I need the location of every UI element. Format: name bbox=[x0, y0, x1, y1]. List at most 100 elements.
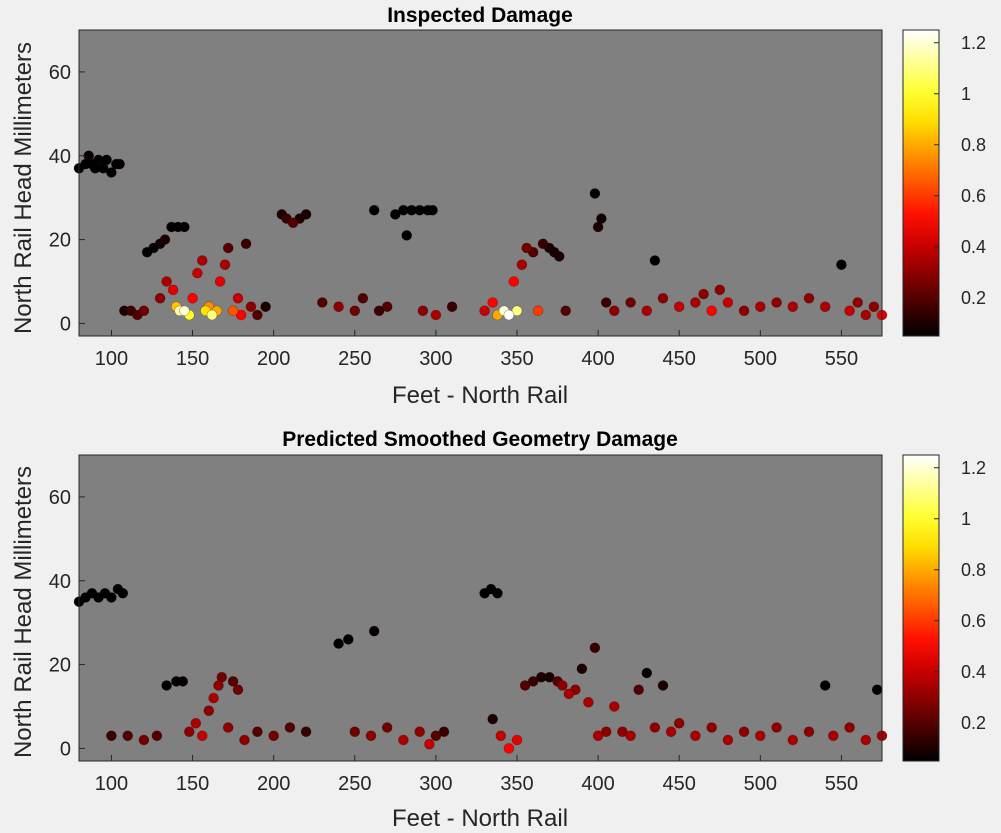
data-point bbox=[532, 305, 544, 317]
data-point bbox=[106, 167, 117, 178]
data-point bbox=[583, 696, 594, 708]
data-point bbox=[503, 743, 515, 754]
data-point bbox=[819, 680, 831, 691]
data-point bbox=[177, 676, 189, 687]
data-point bbox=[214, 276, 226, 287]
colorbar-tick-label: 1.2 bbox=[961, 458, 986, 478]
data-point bbox=[252, 309, 263, 321]
data-point bbox=[389, 209, 401, 220]
x-ticks: 100 150 200 250 300 350 400 450 500 550 bbox=[95, 755, 858, 795]
predicted-damage-chart: Predicted Smoothed Geometry Damage 100 15… bbox=[10, 428, 986, 832]
data-point bbox=[414, 726, 426, 738]
data-point bbox=[422, 204, 434, 216]
data-point bbox=[349, 726, 361, 738]
colorbar-tick-label: 0.4 bbox=[961, 237, 986, 257]
colorbar-tick-label: 1 bbox=[961, 509, 971, 529]
data-point bbox=[93, 154, 104, 166]
data-point bbox=[154, 292, 166, 304]
x-tick-label: 250 bbox=[338, 348, 371, 370]
data-point bbox=[560, 305, 572, 317]
data-point bbox=[190, 717, 202, 729]
data-point bbox=[197, 730, 208, 742]
data-point bbox=[860, 734, 872, 746]
y-tick-label: 40 bbox=[49, 571, 71, 593]
colorbar-tick-label: 0.6 bbox=[961, 186, 986, 206]
colorbar-tick-label: 0.8 bbox=[961, 560, 986, 580]
x-tick-label: 450 bbox=[663, 773, 696, 795]
x-tick-label: 300 bbox=[419, 348, 452, 370]
data-point bbox=[161, 276, 172, 287]
data-point bbox=[495, 730, 507, 742]
data-point bbox=[179, 221, 190, 233]
data-point bbox=[368, 625, 380, 637]
plot-background bbox=[79, 455, 882, 761]
data-point bbox=[625, 730, 636, 742]
data-point bbox=[503, 309, 515, 321]
data-point bbox=[511, 305, 523, 317]
data-point bbox=[673, 301, 685, 313]
data-point bbox=[868, 301, 880, 313]
x-tick-label: 150 bbox=[176, 348, 209, 370]
data-point bbox=[167, 284, 179, 296]
data-point bbox=[184, 726, 195, 738]
data-point bbox=[227, 676, 239, 687]
data-point bbox=[260, 301, 271, 313]
data-point bbox=[803, 292, 815, 304]
colorbar-tick-label: 0.2 bbox=[961, 713, 986, 733]
data-point bbox=[738, 305, 750, 317]
data-point bbox=[860, 309, 872, 321]
data-point bbox=[187, 292, 198, 304]
data-point bbox=[487, 297, 499, 308]
data-point bbox=[516, 259, 528, 271]
x-tick-label: 150 bbox=[176, 773, 209, 795]
x-tick-label: 500 bbox=[744, 348, 777, 370]
data-point bbox=[690, 297, 701, 308]
data-point bbox=[787, 301, 799, 313]
data-point bbox=[771, 722, 782, 733]
data-point bbox=[665, 726, 677, 738]
data-point bbox=[222, 722, 234, 733]
data-point bbox=[592, 730, 604, 742]
x-tick-label: 450 bbox=[663, 348, 696, 370]
data-point bbox=[235, 309, 247, 321]
data-point bbox=[300, 726, 312, 738]
data-point bbox=[649, 255, 661, 266]
data-point bbox=[803, 726, 815, 738]
data-point bbox=[519, 680, 531, 691]
data-point bbox=[508, 276, 520, 287]
data-point bbox=[819, 301, 831, 313]
x-tick-label: 350 bbox=[500, 773, 533, 795]
data-point bbox=[673, 717, 685, 729]
data-point bbox=[284, 722, 296, 733]
data-point bbox=[349, 305, 361, 317]
data-point bbox=[827, 730, 839, 742]
data-point bbox=[706, 305, 718, 317]
data-point bbox=[492, 587, 503, 599]
data-point bbox=[576, 663, 588, 675]
x-axis-label: Feet - North Rail bbox=[392, 805, 568, 832]
data-point bbox=[138, 305, 150, 317]
data-point bbox=[151, 730, 163, 742]
data-point bbox=[222, 242, 234, 254]
data-point bbox=[86, 587, 98, 599]
data-point bbox=[617, 726, 628, 738]
y-tick-label: 0 bbox=[60, 313, 71, 335]
data-point bbox=[698, 288, 709, 300]
data-point bbox=[401, 230, 413, 241]
data-point bbox=[553, 251, 565, 262]
data-point bbox=[161, 680, 172, 691]
data-point bbox=[333, 301, 344, 313]
y-tick-label: 40 bbox=[49, 146, 71, 168]
x-axis-label: Feet - North Rail bbox=[392, 382, 568, 409]
data-point bbox=[239, 734, 250, 746]
chart-title: Inspected Damage bbox=[387, 4, 573, 27]
data-point bbox=[240, 238, 252, 250]
data-point bbox=[527, 676, 539, 687]
x-tick-label: 300 bbox=[419, 773, 452, 795]
data-point bbox=[197, 255, 208, 266]
data-point bbox=[106, 592, 117, 603]
data-point bbox=[557, 680, 568, 691]
colorbar-tick-label: 0.6 bbox=[961, 611, 986, 631]
data-point bbox=[844, 722, 855, 733]
data-point bbox=[268, 730, 280, 742]
